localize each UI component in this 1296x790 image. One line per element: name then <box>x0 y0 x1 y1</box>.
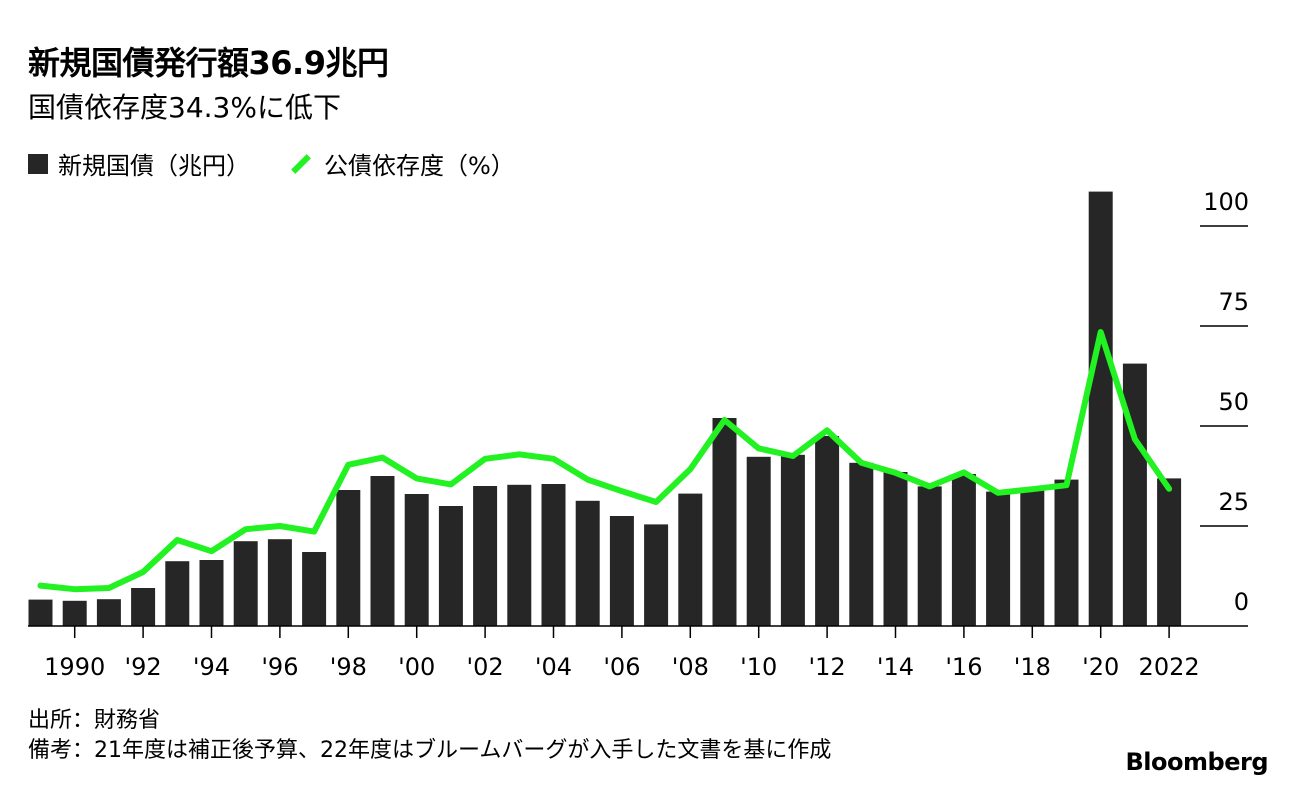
remarks-note: 備考：21年度は補正後予算、22年度はブルームバーグが入手した文書を基に作成 <box>28 738 832 763</box>
notes: 出所：財務省 備考：21年度は補正後予算、22年度はブルームバーグが入手した文書… <box>28 706 831 766</box>
x-tick-label: 1990 <box>44 653 105 681</box>
bar <box>609 516 634 626</box>
bar <box>883 472 908 626</box>
x-tick-label: '12 <box>809 653 846 681</box>
bar <box>267 539 292 626</box>
x-tick-label: '20 <box>1082 653 1119 681</box>
brand-logo: Bloomberg <box>1125 748 1269 776</box>
x-tick-label: '08 <box>672 653 709 681</box>
bar <box>96 599 121 626</box>
bar <box>370 476 395 626</box>
bar <box>541 484 566 626</box>
legend-bar-label: 新規国債（兆円） <box>58 152 250 180</box>
y-tick-label: 75 <box>1218 288 1249 316</box>
bar <box>1088 191 1113 626</box>
legend: 新規国債（兆円） 公債依存度（%） <box>28 146 515 181</box>
y-tick-label: 25 <box>1218 488 1249 516</box>
chart-subtitle: 国債依存度34.3%に低下 <box>28 91 341 124</box>
x-tick-label: '94 <box>193 653 230 681</box>
x-tick-label: '10 <box>740 653 777 681</box>
x-tick-label: '96 <box>261 653 298 681</box>
bar <box>507 484 532 626</box>
bar <box>165 561 190 626</box>
x-tick-label: '92 <box>125 653 162 681</box>
bar <box>199 560 224 626</box>
x-tick-label: '00 <box>398 653 435 681</box>
y-tick-label: 100 <box>1203 188 1249 216</box>
bar <box>28 599 53 626</box>
bar <box>131 588 156 626</box>
bar <box>712 418 737 626</box>
x-tick-label: '16 <box>945 653 982 681</box>
y-tick-label: 0 <box>1234 588 1249 616</box>
x-tick-label: '98 <box>330 653 367 681</box>
chart-title: 新規国債発行額36.9兆円 <box>28 44 389 82</box>
dependency-line <box>37 329 1173 593</box>
bar <box>575 500 600 626</box>
x-tick-label: '02 <box>467 653 504 681</box>
bar <box>1157 478 1182 626</box>
bar <box>438 506 463 626</box>
bar <box>302 552 327 626</box>
source-note: 出所：財務省 <box>28 708 161 733</box>
legend-bar-swatch <box>28 153 48 174</box>
x-tick-label: '14 <box>877 653 914 681</box>
bar <box>1122 363 1147 626</box>
x-tick-label: '04 <box>535 653 572 681</box>
bar <box>951 474 976 626</box>
bar <box>62 600 87 626</box>
x-tick-label: 2022 <box>1139 653 1200 681</box>
bar <box>404 494 429 626</box>
bar <box>780 454 805 626</box>
x-tick-label: '06 <box>603 653 640 681</box>
bar <box>1020 488 1045 626</box>
bar <box>644 524 669 626</box>
bar <box>746 456 771 626</box>
bar <box>233 541 258 626</box>
bar <box>1054 479 1079 626</box>
bar <box>473 486 498 626</box>
bar <box>986 491 1011 626</box>
bar <box>917 486 942 626</box>
bar <box>815 436 840 626</box>
bar <box>849 462 874 626</box>
y-tick-label: 50 <box>1218 388 1249 416</box>
x-tick-label: '18 <box>1014 653 1051 681</box>
bar <box>336 490 361 626</box>
bar <box>678 493 703 626</box>
legend-line-label: 公債依存度（%） <box>324 152 515 180</box>
